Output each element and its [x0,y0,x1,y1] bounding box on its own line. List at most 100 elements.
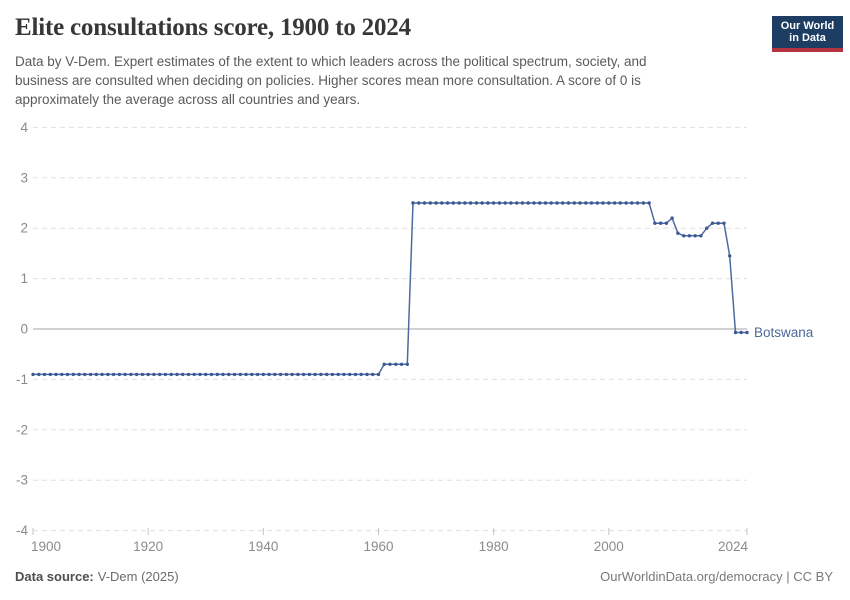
data-point[interactable] [480,201,484,205]
series-line[interactable] [33,202,747,376]
data-point[interactable] [163,372,168,377]
data-point[interactable] [348,372,352,377]
data-point[interactable] [37,372,41,377]
data-point[interactable] [192,372,196,377]
data-point[interactable] [566,201,571,205]
data-point[interactable] [284,372,289,377]
data-point[interactable] [589,201,594,205]
data-point[interactable] [658,221,663,225]
data-point[interactable] [307,372,312,377]
data-point[interactable] [83,372,87,377]
data-point[interactable] [624,201,628,205]
data-point[interactable] [134,372,139,377]
data-point[interactable] [417,201,421,205]
data-point[interactable] [261,372,265,377]
data-point[interactable] [745,330,749,335]
data-point[interactable] [238,372,242,377]
data-point[interactable] [699,234,703,238]
data-point[interactable] [503,201,507,205]
data-point[interactable] [664,221,669,225]
data-point[interactable] [319,372,323,377]
data-point[interactable] [491,201,496,205]
data-point[interactable] [676,231,680,235]
data-point[interactable] [388,362,392,366]
data-point[interactable] [204,372,208,377]
data-point[interactable] [106,372,110,377]
data-point[interactable] [520,201,525,205]
data-point[interactable] [158,372,162,377]
data-point[interactable] [710,221,715,225]
data-point[interactable] [146,372,150,377]
data-point[interactable] [60,372,64,377]
data-point[interactable] [647,201,651,205]
data-point[interactable] [129,372,133,377]
data-point[interactable] [399,362,404,366]
data-point[interactable] [181,372,185,377]
data-point[interactable] [693,234,697,238]
data-point[interactable] [215,372,219,377]
data-point[interactable] [434,201,438,205]
data-point[interactable] [411,201,415,205]
data-point[interactable] [330,372,335,377]
data-point[interactable] [227,372,231,377]
data-point[interactable] [682,234,686,238]
data-point[interactable] [117,372,122,377]
data-point[interactable] [728,254,732,258]
data-point[interactable] [123,372,127,377]
data-point[interactable] [595,201,599,205]
data-point[interactable] [365,372,369,377]
data-point[interactable] [48,372,52,377]
data-point[interactable] [382,362,386,366]
data-point[interactable] [515,201,519,205]
data-point[interactable] [175,372,179,377]
data-point[interactable] [325,372,329,377]
data-point[interactable] [405,362,409,366]
data-point[interactable] [561,201,565,205]
data-point[interactable] [722,221,726,225]
data-point[interactable] [538,201,542,205]
data-point[interactable] [474,201,479,205]
data-point[interactable] [394,362,398,366]
data-point[interactable] [526,201,530,205]
data-point[interactable] [705,226,709,230]
data-point[interactable] [612,201,617,205]
data-point[interactable] [422,201,427,205]
data-point[interactable] [198,372,202,377]
data-point[interactable] [31,372,35,377]
data-point[interactable] [296,372,300,377]
data-point[interactable] [549,201,553,205]
data-point[interactable] [342,372,346,377]
data-point[interactable] [111,372,116,377]
data-point[interactable] [601,201,605,205]
data-point[interactable] [313,372,317,377]
data-point[interactable] [232,372,237,377]
data-point[interactable] [301,372,306,377]
data-point[interactable] [273,372,277,377]
data-point[interactable] [509,201,513,205]
data-point[interactable] [169,372,173,377]
data-point[interactable] [543,201,548,205]
data-point[interactable] [209,372,214,377]
data-point[interactable] [244,372,248,377]
data-point[interactable] [457,201,461,205]
data-point[interactable] [65,372,70,377]
data-point[interactable] [670,216,674,220]
data-point[interactable] [468,201,473,205]
data-point[interactable] [641,201,646,205]
data-point[interactable] [653,221,657,225]
data-point[interactable] [100,372,104,377]
data-point[interactable] [94,372,99,377]
data-point[interactable] [578,201,582,205]
data-point[interactable] [555,201,559,205]
data-point[interactable] [739,330,743,335]
data-point[interactable] [250,372,254,377]
data-point[interactable] [359,372,363,377]
data-point[interactable] [221,372,225,377]
data-point[interactable] [451,201,455,205]
data-point[interactable] [572,201,576,205]
data-point[interactable] [463,201,467,205]
data-point[interactable] [267,372,271,377]
data-point[interactable] [376,372,381,377]
owid-logo[interactable]: Our World in Data [772,16,843,52]
data-point[interactable] [255,372,260,377]
